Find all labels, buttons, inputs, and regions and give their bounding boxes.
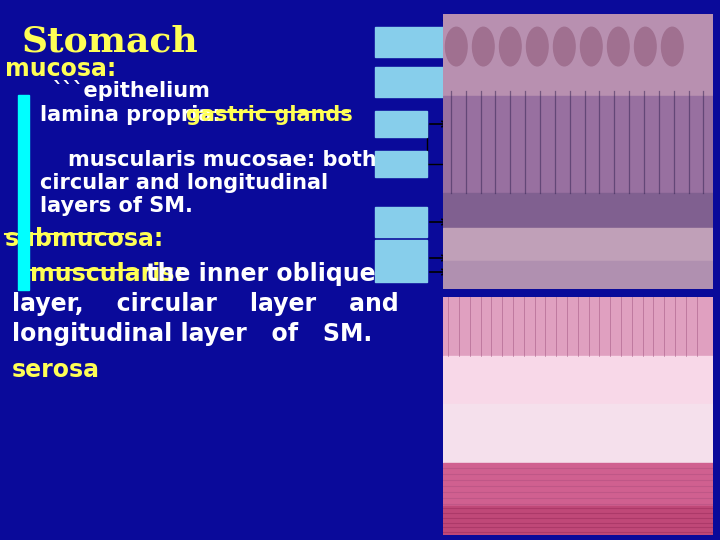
Text: longitudinal layer   of   SM.: longitudinal layer of SM. [12, 322, 372, 346]
Ellipse shape [554, 27, 575, 66]
Text: circular and longitudinal: circular and longitudinal [40, 173, 328, 193]
Bar [375, 111, 427, 137]
Bar [443, 261, 713, 289]
Ellipse shape [472, 27, 494, 66]
Ellipse shape [608, 27, 629, 66]
Bar [375, 67, 443, 97]
Text: layer,    circular    layer    and: layer, circular layer and [12, 292, 399, 316]
Bar [18, 95, 29, 290]
Bar [443, 297, 713, 356]
Ellipse shape [446, 27, 467, 66]
Ellipse shape [634, 27, 656, 66]
Text: ```epithelium: ```epithelium [52, 80, 210, 101]
Text: gastric glands: gastric glands [186, 105, 353, 125]
Text: the inner oblique: the inner oblique [138, 262, 376, 286]
Text: muscularis mucosae: both: muscularis mucosae: both [68, 150, 377, 170]
Text: layers of SM.: layers of SM. [40, 196, 193, 216]
Text: lamina propria:: lamina propria: [40, 105, 228, 125]
Bar [443, 463, 713, 506]
Text: mucosa:: mucosa: [5, 57, 116, 81]
Ellipse shape [526, 27, 548, 66]
Bar [443, 96, 713, 192]
Bar [443, 192, 713, 228]
Text: submucosa:: submucosa: [5, 227, 164, 251]
Bar [375, 151, 427, 177]
Text: Stomach: Stomach [22, 25, 199, 59]
Text: muscularis:: muscularis: [30, 262, 184, 286]
Bar [375, 27, 443, 57]
Bar [443, 356, 713, 404]
Text: serosa: serosa [12, 358, 100, 382]
Bar [443, 404, 713, 463]
Bar [443, 506, 713, 535]
Bar [443, 14, 713, 96]
Bar [443, 228, 713, 261]
Bar [375, 240, 427, 282]
Ellipse shape [500, 27, 521, 66]
Ellipse shape [580, 27, 602, 66]
Ellipse shape [662, 27, 683, 66]
Bar [375, 207, 427, 237]
